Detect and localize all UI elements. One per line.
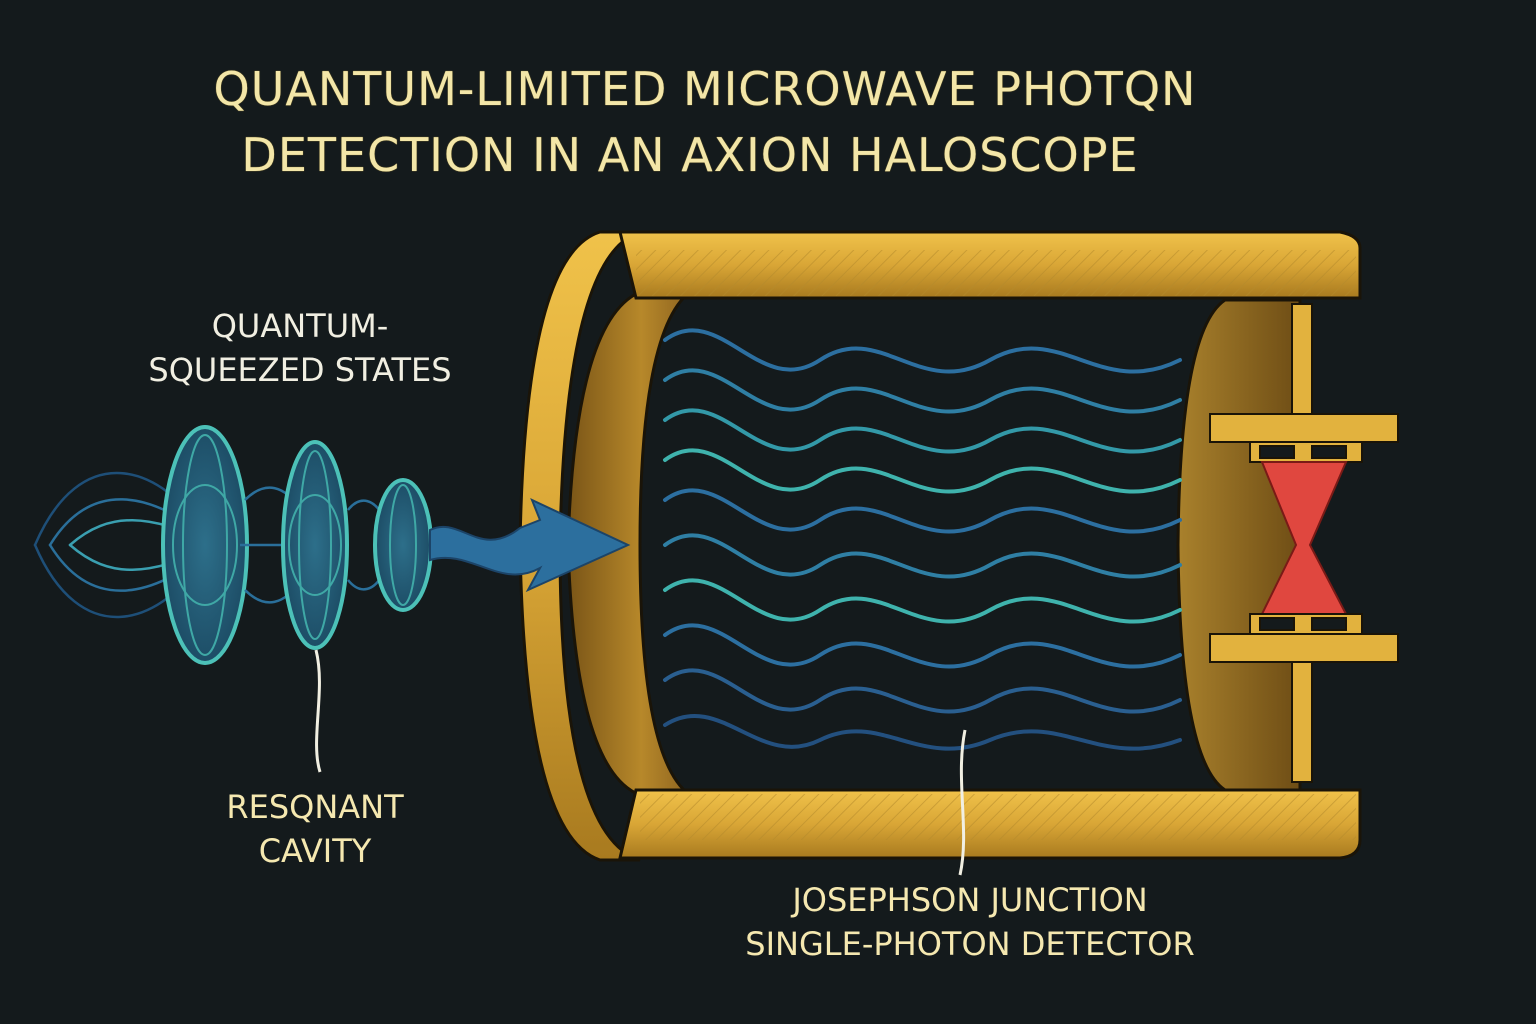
cavity-top-wall bbox=[618, 230, 1362, 300]
label-squeezed-line-1: QUANTUM- bbox=[211, 307, 389, 345]
label-cavity-line-1: RESQNANT bbox=[226, 788, 404, 826]
pulse-medium bbox=[281, 440, 349, 650]
label-detector-line-2: SINGLE-PHOTON DETECTOR bbox=[745, 925, 1195, 963]
squeezed-state-pulses bbox=[33, 425, 631, 665]
propagation-arrow bbox=[429, 498, 631, 593]
title-line-1: QUANTUM-LIMITED MICROWAVE PHOTQN bbox=[213, 62, 1197, 116]
leader-line-cavity bbox=[314, 649, 322, 773]
cavity-standing-waves bbox=[663, 328, 1182, 751]
title-line-2: DETECTION IN AN AXION HALOSCOPE bbox=[241, 128, 1139, 182]
leader-line-detector bbox=[958, 729, 967, 876]
cavity-bottom-wall bbox=[618, 788, 1362, 860]
pulse-small bbox=[373, 478, 433, 612]
label-detector-line-1: JOSEPHSON JUNCTION bbox=[792, 881, 1148, 919]
label-cavity-line-2: CAVITY bbox=[258, 832, 372, 870]
josephson-junction bbox=[1209, 303, 1399, 783]
label-squeezed-states: QUANTUM- SQUEEZED STATES bbox=[90, 304, 510, 392]
label-resonant-cavity: RESQNANT CAVITY bbox=[160, 785, 470, 873]
label-squeezed-line-2: SQUEEZED STATES bbox=[148, 351, 452, 389]
pulse-large bbox=[161, 425, 249, 665]
cavity-back-wall bbox=[1176, 298, 1302, 792]
label-josephson-detector: JOSEPHSON JUNCTION SINGLE-PHOTON DETECTO… bbox=[620, 878, 1320, 966]
